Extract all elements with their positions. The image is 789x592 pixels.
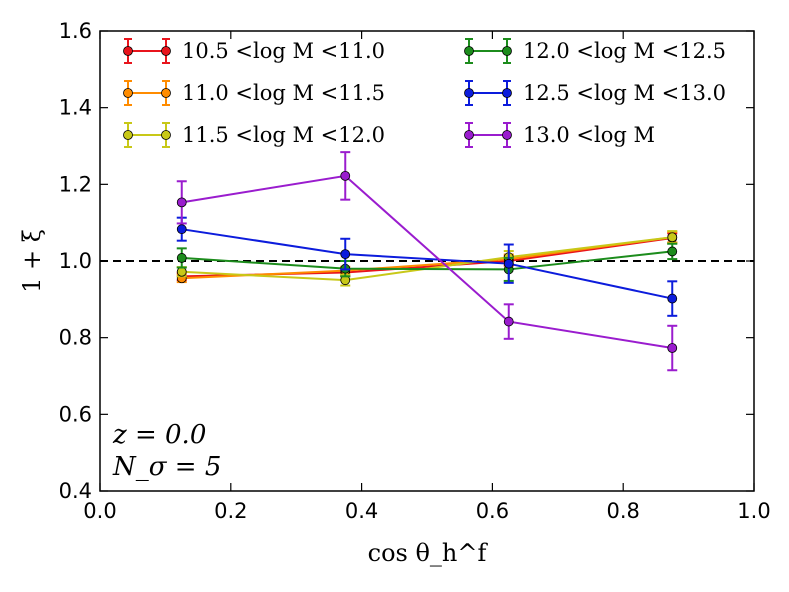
legend-entry: 12.0 <log M <12.5 — [464, 38, 726, 64]
series-line — [181, 237, 673, 278]
series-6 — [176, 151, 678, 372]
y-tick-label: 1.0 — [59, 249, 92, 273]
y-tick-label: 1.4 — [59, 96, 92, 120]
legend-marker — [123, 88, 133, 98]
y-tick-label: 0.4 — [59, 479, 92, 503]
data-point — [340, 170, 351, 181]
x-tick-label: 0.8 — [606, 499, 639, 523]
annotation-nsigma: N_σ = 5 — [112, 452, 221, 482]
legend-label: 12.0 <log M <12.5 — [523, 39, 726, 63]
annotation-redshift: z = 0.0 — [112, 420, 206, 450]
legend-label: 11.0 <log M <11.5 — [182, 81, 385, 105]
legend-marker — [464, 46, 474, 56]
data-point — [667, 293, 678, 304]
x-tick-label: 0.4 — [345, 499, 378, 523]
legend-entry: 11.0 <log M <11.5 — [123, 80, 385, 106]
x-tick-label: 0.0 — [83, 499, 116, 523]
data-point — [340, 249, 351, 260]
data-point — [176, 224, 187, 235]
y-tick-label: 1.6 — [59, 19, 92, 43]
series-line — [181, 174, 673, 350]
legend-label: 11.5 <log M <12.0 — [182, 123, 385, 147]
x-tick-label: 1.0 — [737, 499, 770, 523]
x-axis-title: cos θ_h^f — [368, 539, 489, 567]
data-point — [667, 232, 678, 243]
y-tick-label: 0.6 — [59, 402, 92, 426]
legend-marker — [161, 88, 171, 98]
legend-marker — [123, 46, 133, 56]
data-point — [176, 197, 187, 208]
series-line — [181, 228, 673, 300]
legend-label: 12.5 <log M <13.0 — [523, 81, 726, 105]
legend-entry: 13.0 <log M — [464, 122, 655, 148]
data-point — [503, 316, 514, 327]
x-tick-label: 0.2 — [214, 499, 247, 523]
legend-marker — [464, 130, 474, 140]
data-point — [667, 246, 678, 257]
legend-marker — [502, 46, 512, 56]
legend-marker — [161, 46, 171, 56]
legend-marker — [502, 88, 512, 98]
legend-entry: 11.5 <log M <12.0 — [123, 122, 385, 148]
legend-marker — [464, 88, 474, 98]
y-tick-label: 1.2 — [59, 172, 92, 196]
legend-entry: 10.5 <log M <11.0 — [123, 38, 385, 64]
data-point — [667, 343, 678, 353]
y-axis-title: 1 + ξ — [18, 229, 46, 293]
legend-marker — [502, 130, 512, 140]
series-5 — [176, 216, 678, 317]
series-line — [181, 236, 673, 280]
legend-marker — [123, 130, 133, 140]
x-tick-label: 0.6 — [476, 499, 509, 523]
data-point — [176, 253, 187, 263]
series-line — [181, 250, 673, 271]
data-point — [503, 258, 514, 269]
legend-entry: 12.5 <log M <13.0 — [464, 80, 726, 106]
y-tick-label: 0.8 — [59, 326, 92, 350]
legend-label: 13.0 <log M — [523, 123, 655, 147]
data-point — [176, 266, 187, 277]
legend-label: 10.5 <log M <11.0 — [182, 39, 385, 63]
legend-marker — [161, 130, 171, 140]
